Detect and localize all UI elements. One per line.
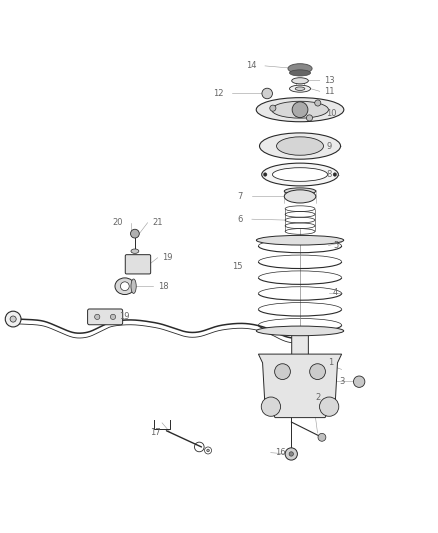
Circle shape <box>314 100 321 106</box>
Ellipse shape <box>262 163 338 186</box>
Circle shape <box>285 448 297 460</box>
Text: 14: 14 <box>246 61 256 70</box>
Circle shape <box>320 397 339 416</box>
Ellipse shape <box>284 190 316 203</box>
Ellipse shape <box>272 101 328 118</box>
Text: 2: 2 <box>315 393 321 402</box>
Text: 6: 6 <box>238 215 243 224</box>
FancyBboxPatch shape <box>125 255 151 274</box>
Circle shape <box>289 452 293 456</box>
Ellipse shape <box>290 85 311 92</box>
Circle shape <box>292 102 308 118</box>
Text: 17: 17 <box>151 427 161 437</box>
Circle shape <box>10 316 16 322</box>
Circle shape <box>263 173 267 176</box>
Text: 7: 7 <box>238 192 243 201</box>
Text: 15: 15 <box>232 262 243 271</box>
Ellipse shape <box>292 78 308 84</box>
Circle shape <box>131 229 139 238</box>
Text: 13: 13 <box>324 76 335 85</box>
Polygon shape <box>258 354 342 418</box>
Circle shape <box>5 311 21 327</box>
Ellipse shape <box>272 168 328 181</box>
Circle shape <box>275 364 290 379</box>
Ellipse shape <box>256 236 344 245</box>
Text: 19: 19 <box>119 312 129 321</box>
FancyBboxPatch shape <box>292 329 308 382</box>
Circle shape <box>120 282 129 290</box>
Ellipse shape <box>259 133 341 159</box>
Text: 1: 1 <box>328 358 334 367</box>
Circle shape <box>95 314 100 319</box>
Circle shape <box>110 314 116 319</box>
Ellipse shape <box>131 249 139 253</box>
Ellipse shape <box>115 278 134 295</box>
Text: 18: 18 <box>158 282 168 290</box>
Circle shape <box>318 433 326 441</box>
Text: 21: 21 <box>152 218 162 227</box>
Text: 9: 9 <box>326 142 332 150</box>
Ellipse shape <box>256 326 344 336</box>
Circle shape <box>353 376 365 387</box>
Text: 12: 12 <box>213 89 223 98</box>
Circle shape <box>310 364 325 379</box>
Text: 10: 10 <box>326 109 337 118</box>
Ellipse shape <box>284 188 316 195</box>
Text: 5: 5 <box>333 241 338 250</box>
Circle shape <box>262 88 272 99</box>
Circle shape <box>333 173 337 176</box>
Text: 8: 8 <box>326 170 332 179</box>
Ellipse shape <box>290 70 311 76</box>
Text: 19: 19 <box>162 253 173 262</box>
Ellipse shape <box>288 64 312 74</box>
Text: 4: 4 <box>333 288 338 297</box>
FancyBboxPatch shape <box>88 309 123 325</box>
Text: 11: 11 <box>324 87 335 96</box>
Ellipse shape <box>276 137 324 155</box>
Circle shape <box>270 105 276 111</box>
Text: 16: 16 <box>275 448 286 457</box>
Circle shape <box>261 397 281 416</box>
Ellipse shape <box>295 87 305 91</box>
Circle shape <box>207 449 209 452</box>
Ellipse shape <box>131 279 136 294</box>
Circle shape <box>307 115 313 121</box>
Text: 20: 20 <box>112 218 123 227</box>
Text: 3: 3 <box>339 377 345 386</box>
Ellipse shape <box>256 98 344 122</box>
